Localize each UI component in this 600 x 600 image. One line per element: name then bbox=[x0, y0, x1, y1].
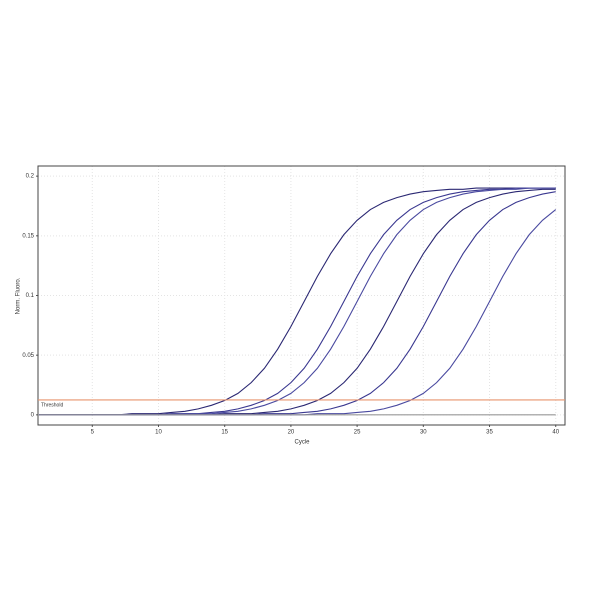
x-axis-label: Cycle bbox=[294, 440, 310, 446]
y-tick-label: 0 bbox=[31, 412, 35, 418]
series-line bbox=[39, 187, 556, 416]
y-tick-label: 0.2 bbox=[26, 174, 35, 180]
threshold-label: Threshold bbox=[41, 402, 63, 408]
x-tick-label: 35 bbox=[486, 430, 493, 436]
x-tick-label: 40 bbox=[552, 430, 559, 436]
y-tick-label: 0.15 bbox=[22, 233, 34, 239]
plot-frame bbox=[37, 165, 566, 426]
x-tick-label: 30 bbox=[420, 430, 427, 436]
y-tick-label: 0.05 bbox=[22, 353, 34, 359]
x-tick-label: 25 bbox=[354, 430, 361, 436]
x-tick-label: 20 bbox=[288, 430, 295, 436]
x-tick-label: 5 bbox=[91, 430, 95, 436]
x-tick-label: 10 bbox=[155, 430, 162, 436]
x-tick-label: 15 bbox=[221, 430, 228, 436]
y-tick-label: 0.1 bbox=[26, 293, 35, 299]
y-axis-label: Norm. Fluoro. bbox=[16, 277, 22, 314]
